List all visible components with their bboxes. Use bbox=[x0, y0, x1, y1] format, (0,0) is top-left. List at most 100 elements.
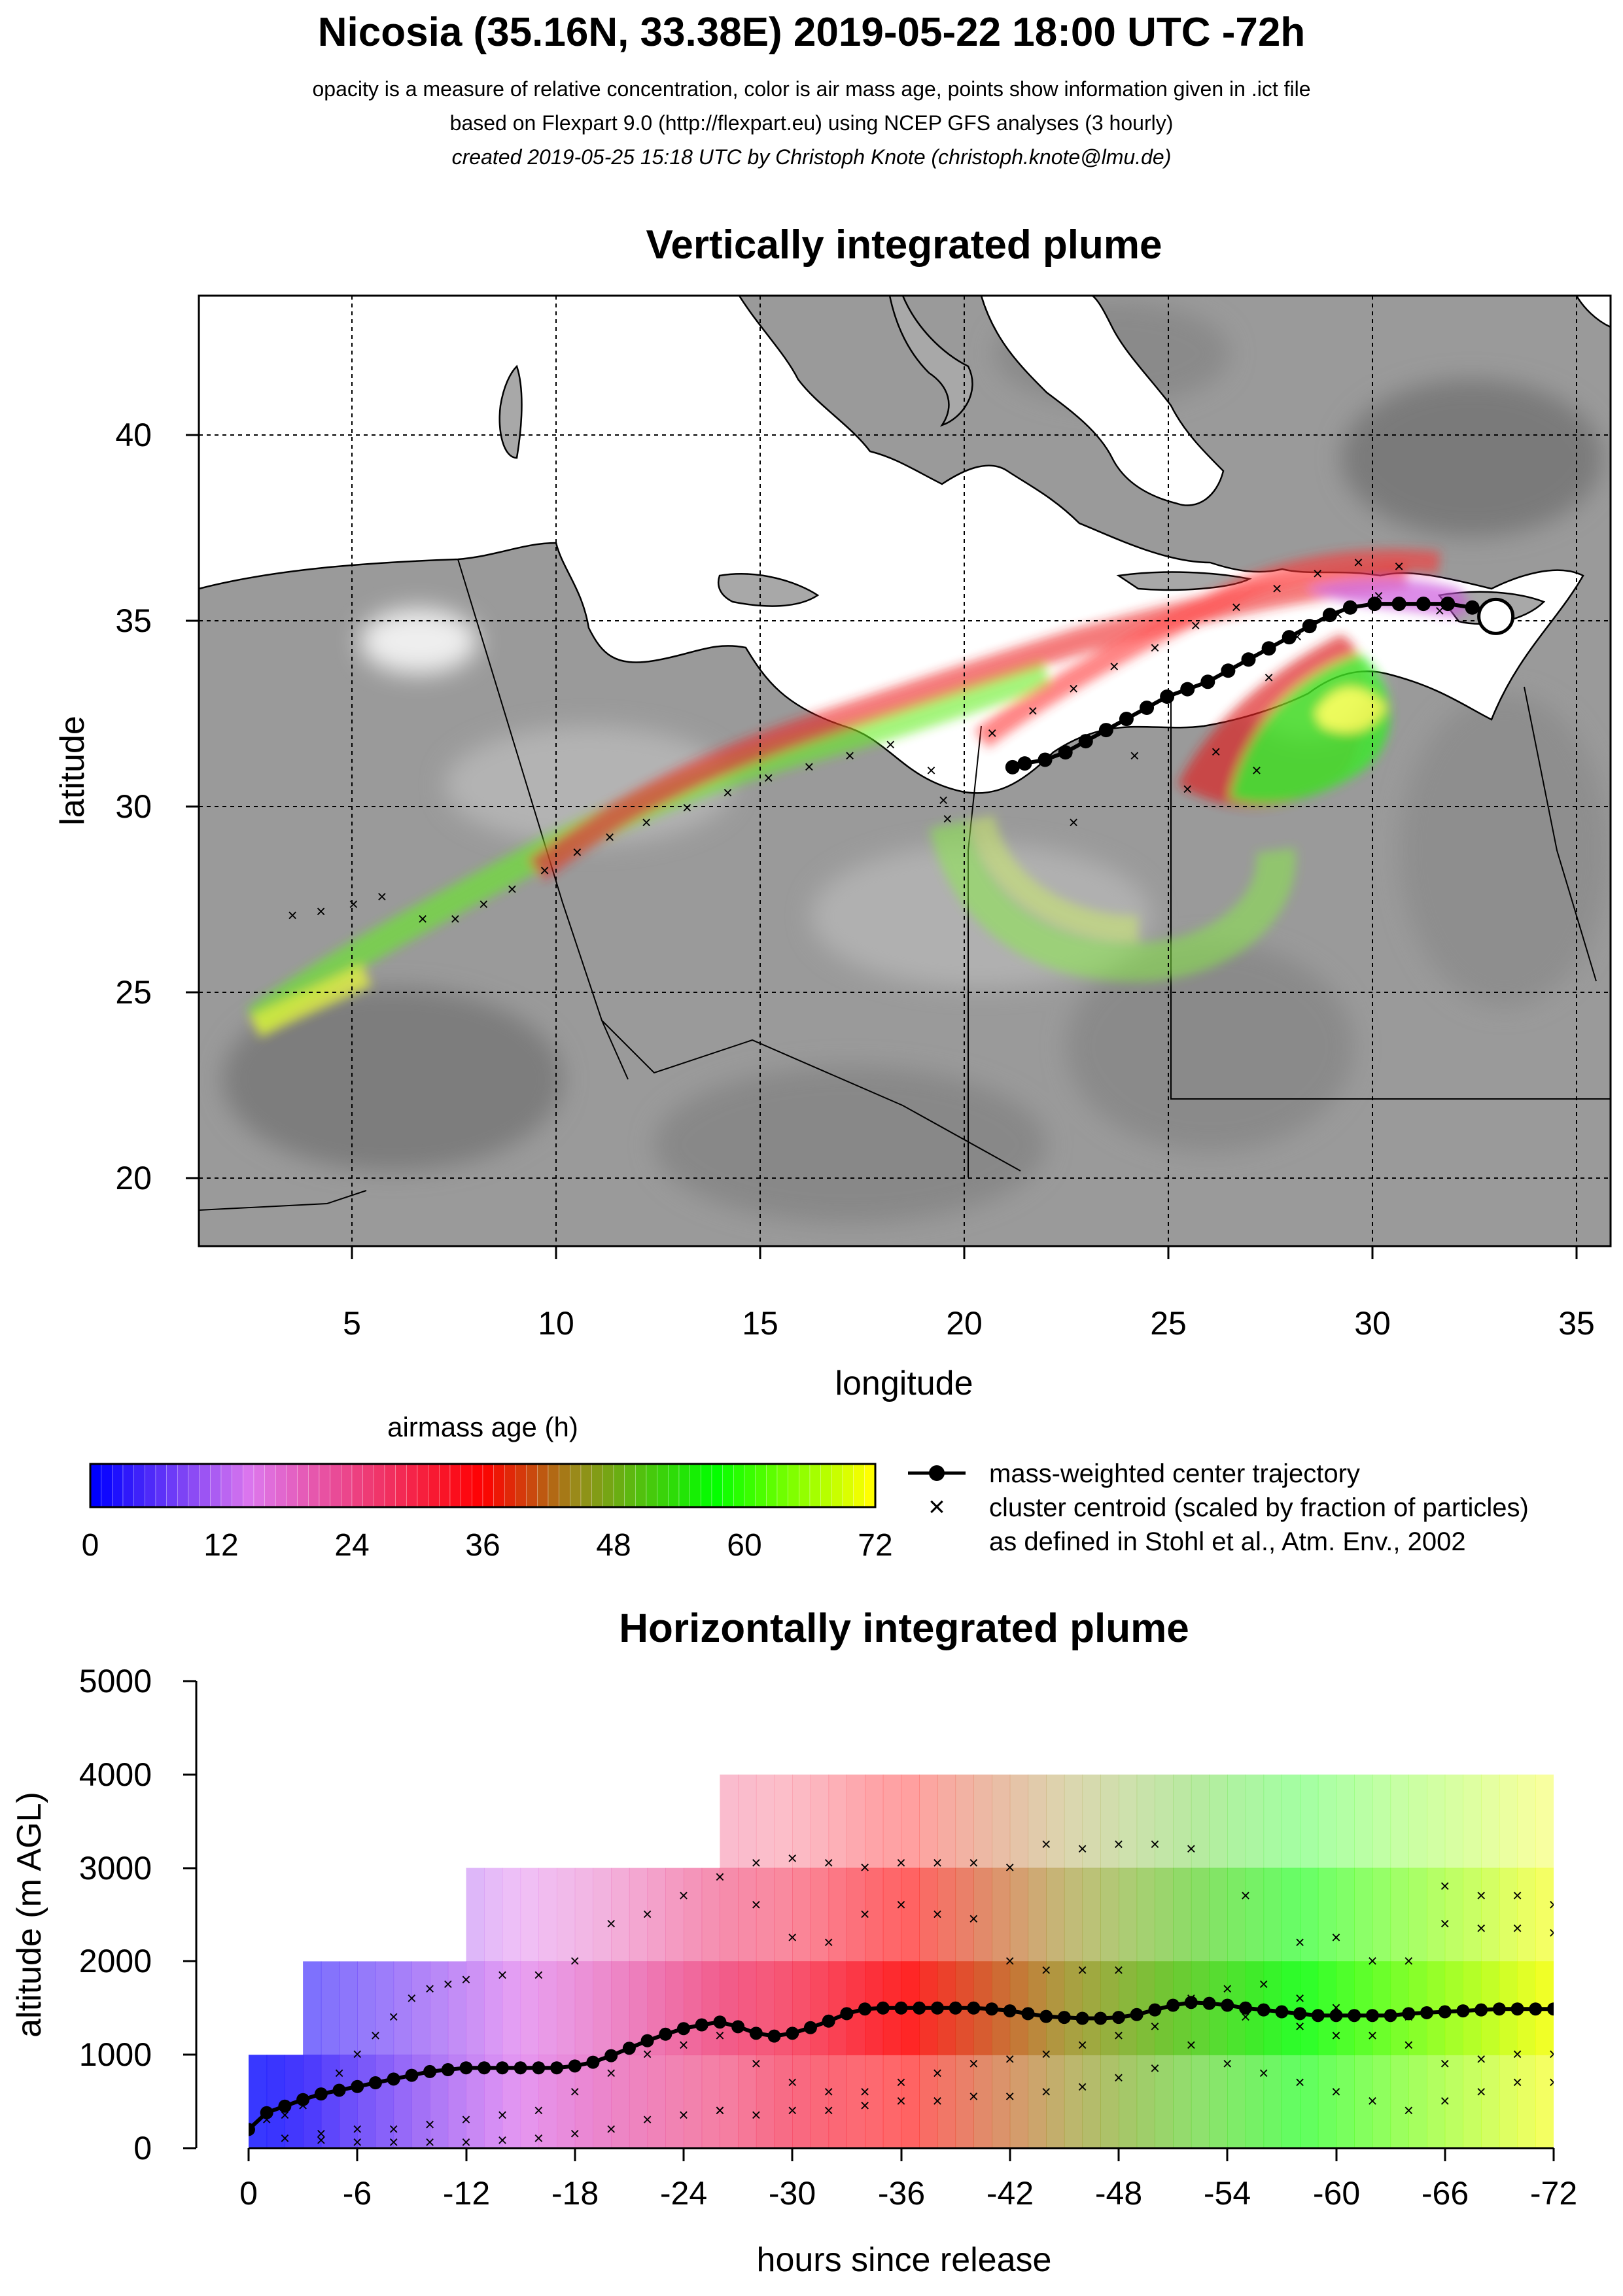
plume-cell bbox=[955, 2055, 974, 2148]
colorbar-stripe bbox=[220, 1463, 232, 1508]
plume-cell bbox=[357, 2055, 376, 2148]
plume-cell bbox=[593, 1868, 612, 1962]
plume-cell bbox=[882, 1774, 901, 1869]
colorbar-stripe bbox=[482, 1463, 494, 1508]
map-x-tick-label: 30 bbox=[1354, 1305, 1391, 1342]
altitude-center-points bbox=[249, 1996, 1554, 2136]
map-x-tick-label: 10 bbox=[538, 1305, 574, 1342]
colorbar-stripe bbox=[122, 1463, 134, 1508]
plume-cell bbox=[1336, 2055, 1355, 2148]
center-trajectory-point bbox=[1261, 641, 1276, 656]
altitude-cluster-marker: × bbox=[1005, 2049, 1015, 2068]
plume-cell bbox=[828, 1774, 847, 1869]
cluster-centroid-marker: × bbox=[845, 746, 854, 765]
plume-cell bbox=[1499, 2055, 1518, 2148]
altitude-center-point bbox=[1057, 2011, 1071, 2025]
altitude-cluster-marker: × bbox=[1440, 2053, 1450, 2073]
colorbar-stripe bbox=[842, 1463, 854, 1508]
plume-cell bbox=[574, 1961, 593, 2055]
plume-cell bbox=[1155, 2055, 1174, 2148]
altitude-center-point bbox=[640, 2034, 654, 2047]
map-x-ticks bbox=[351, 1246, 1578, 1259]
plume-cell bbox=[919, 2055, 938, 2148]
colorbar-stripe bbox=[145, 1463, 156, 1508]
altitude-cluster-marker: × bbox=[1404, 2035, 1414, 2055]
altitude-cluster-marker: × bbox=[1295, 1989, 1304, 2008]
colorbar-stripe bbox=[831, 1463, 843, 1508]
plume-cell bbox=[538, 1868, 557, 1962]
altitude-x-tick-label: -30 bbox=[769, 2175, 816, 2212]
colorbar-stripe bbox=[591, 1463, 603, 1508]
plume-cell bbox=[738, 1961, 757, 2055]
altitude-cluster-marker: × bbox=[1005, 2086, 1015, 2106]
plume-cell bbox=[1354, 1774, 1373, 1869]
plume-cell bbox=[647, 2055, 666, 2148]
altitude-cluster-marker: × bbox=[389, 2132, 398, 2151]
plume-cell bbox=[1372, 1868, 1391, 1962]
altitude-cluster-marker: × bbox=[788, 2100, 797, 2120]
altitude-x-tick-label: -72 bbox=[1530, 2175, 1577, 2212]
plume-cell bbox=[1336, 1774, 1355, 1869]
plume-cell bbox=[1318, 2055, 1336, 2148]
plume-cells bbox=[249, 1774, 1554, 2148]
map-x-tick-label: 15 bbox=[742, 1305, 778, 1342]
plume-cell bbox=[1155, 1774, 1174, 1869]
plume-cell bbox=[1136, 1868, 1155, 1962]
plume-cell bbox=[466, 1961, 485, 2055]
plume-cell bbox=[1100, 2055, 1119, 2148]
center-trajectory-point bbox=[1005, 759, 1020, 774]
plume-cell bbox=[1028, 1774, 1047, 1869]
cluster-centroid-marker: × bbox=[943, 809, 952, 828]
altitude-cluster-marker: × bbox=[1041, 1834, 1051, 1854]
altitude-cluster-marker: × bbox=[860, 2096, 869, 2115]
plume-cell bbox=[393, 1961, 412, 2055]
altitude-cluster-marker: × bbox=[824, 2100, 833, 2120]
altitude-cluster-marker: × bbox=[280, 2129, 290, 2148]
altitude-cluster-marker: × bbox=[1404, 1951, 1414, 1970]
plume-cell bbox=[701, 1961, 720, 2055]
plume-cell bbox=[792, 1868, 811, 1962]
altitude-x-tick-label: -66 bbox=[1422, 2175, 1469, 2212]
altitude-center-point bbox=[423, 2064, 437, 2078]
map-x-tick-label: 35 bbox=[1558, 1305, 1595, 1342]
map-y-tick-label: 35 bbox=[115, 602, 152, 639]
altitude-x-tick-label: -60 bbox=[1313, 2175, 1360, 2212]
plume-cell bbox=[593, 2055, 612, 2148]
plume-cell bbox=[828, 2055, 847, 2148]
center-trajectory-point bbox=[1221, 663, 1236, 678]
cluster-centroid-marker: × bbox=[479, 894, 489, 914]
altitude-center-point bbox=[604, 2049, 618, 2062]
plume-cell bbox=[792, 2055, 811, 2148]
plume-cell bbox=[1336, 1868, 1355, 1962]
altitude-y-tick-label: 1000 bbox=[79, 2036, 152, 2073]
plume-cell bbox=[574, 1868, 593, 1962]
altitude-cluster-marker: × bbox=[860, 1858, 869, 1877]
plume-cell bbox=[1354, 2055, 1373, 2148]
altitude-cluster-marker: × bbox=[1259, 2063, 1268, 2083]
altitude-cluster-marker: × bbox=[389, 2119, 398, 2138]
altitude-center-point bbox=[1075, 2011, 1089, 2025]
plume-cell bbox=[1009, 2055, 1028, 2148]
cluster-centroid-marker: × bbox=[987, 723, 997, 743]
altitude-cluster-marker: × bbox=[860, 1904, 869, 1924]
plume-cell bbox=[901, 2055, 920, 2148]
altitude-cluster-marker: × bbox=[1548, 2072, 1558, 2092]
plume-cell bbox=[520, 1961, 539, 2055]
altitude-cluster-marker: × bbox=[1548, 1923, 1558, 1943]
altitude-center-point bbox=[532, 2061, 546, 2075]
colorbar-stripe bbox=[275, 1463, 287, 1508]
map-y-ticks bbox=[186, 434, 199, 1179]
center-trajectory-point bbox=[1391, 597, 1406, 612]
plume-cell bbox=[1245, 2055, 1265, 2148]
altitude-cluster-marker: × bbox=[1259, 1974, 1268, 1994]
plume-cell bbox=[973, 1868, 992, 1962]
plume-cell bbox=[720, 1868, 739, 1962]
colorbar-stripe bbox=[319, 1463, 330, 1508]
figure-subtitle-2: based on Flexpart 9.0 (http://flexpart.e… bbox=[449, 111, 1174, 135]
colorbar-stripe bbox=[744, 1463, 756, 1508]
altitude-center-point bbox=[351, 2079, 364, 2093]
altitude-center-point bbox=[858, 2002, 872, 2016]
altitude-center-point bbox=[1384, 2009, 1397, 2023]
altitude-cluster-marker: × bbox=[570, 2124, 580, 2144]
map-title: Vertically integrated plume bbox=[646, 222, 1162, 268]
